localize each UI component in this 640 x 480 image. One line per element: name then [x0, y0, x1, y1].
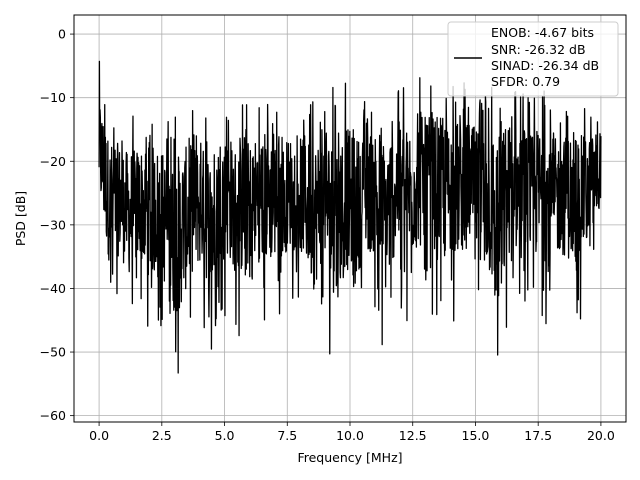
x-axis-label: Frequency [MHz] [297, 450, 402, 465]
y-tick-label-0: 0 [58, 27, 66, 42]
legend-entry-sfdr: SFDR: 0.79 [491, 74, 560, 89]
y-axis-label: PSD [dB] [13, 191, 28, 246]
y-axis-ticks: 0 −10 −20 −30 −40 −50 −60 [40, 27, 74, 423]
x-tick-label-0: 0.0 [89, 428, 109, 443]
series-ENOB [98, 60, 602, 374]
x-axis-ticks: 0.0 2.5 5.0 7.5 10.0 12.5 15.0 17.5 20.0 [89, 422, 615, 443]
legend-box [447, 21, 619, 97]
y-tick-label-1: −10 [40, 90, 66, 105]
y-tick-label-5: −50 [40, 345, 66, 360]
legend: ENOB: -4.67 bits SNR: -26.32 dB SINAD: -… [447, 21, 619, 97]
y-tick-label-3: −30 [40, 217, 66, 232]
x-tick-label-4: 10.0 [336, 428, 364, 443]
x-tick-label-1: 2.5 [152, 428, 172, 443]
x-tick-label-2: 5.0 [215, 428, 235, 443]
x-tick-label-6: 15.0 [462, 428, 490, 443]
x-tick-label-5: 12.5 [399, 428, 427, 443]
legend-entry-enob: ENOB: -4.67 bits [491, 25, 594, 40]
x-tick-label-8: 20.0 [587, 428, 615, 443]
x-tick-label-3: 7.5 [277, 428, 297, 443]
series-line-psd [98, 60, 602, 374]
x-tick-label-7: 17.5 [524, 428, 552, 443]
y-tick-label-2: −20 [40, 154, 66, 169]
y-tick-label-6: −60 [40, 408, 66, 423]
y-tick-label-4: −40 [40, 281, 66, 296]
legend-entry-snr: SNR: -26.32 dB [491, 42, 586, 57]
legend-entry-sinad: SINAD: -26.34 dB [491, 58, 599, 73]
